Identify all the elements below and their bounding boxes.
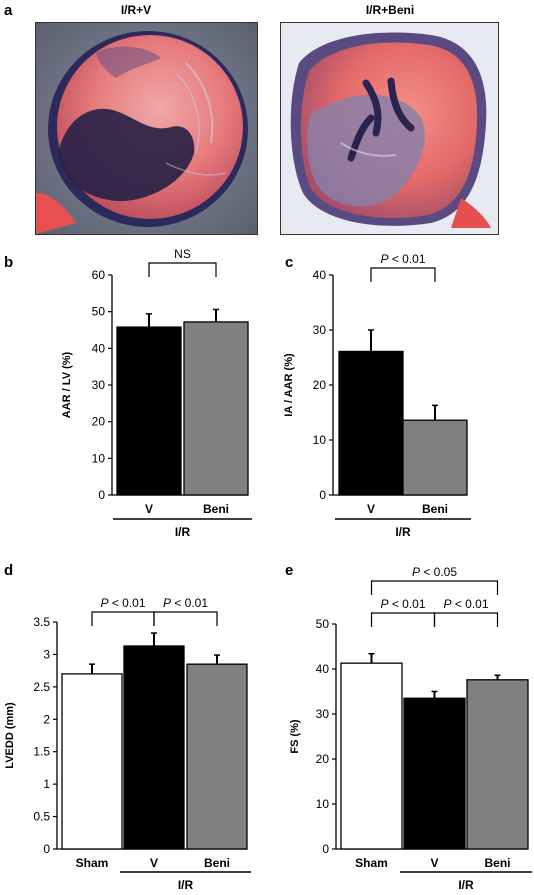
group-label: I/R	[178, 878, 194, 892]
y-tick-label: 3	[43, 647, 50, 661]
category-label: Beni	[484, 856, 510, 870]
y-tick-label: 60	[92, 268, 106, 282]
bar	[183, 321, 249, 496]
y-tick-label: 50	[92, 305, 106, 319]
category-label: V	[145, 502, 153, 516]
significance-label: P < 0.01	[380, 252, 425, 266]
significance-label: P < 0.05	[412, 565, 457, 579]
y-axis-label: AAR / LV (%)	[61, 351, 73, 418]
category-label: Beni	[203, 502, 229, 516]
significance-label: P < 0.01	[163, 596, 208, 610]
category-label: Sham	[355, 856, 388, 870]
y-tick-label: 40	[92, 341, 106, 355]
y-axis-label: LVEDD (mm)	[4, 702, 16, 769]
significance-label: P < 0.01	[380, 597, 425, 611]
significance-bracket	[153, 611, 218, 626]
group-label: I/R	[175, 525, 191, 539]
significance-label: P < 0.01	[100, 596, 145, 610]
bar	[116, 326, 182, 496]
y-tick-label: 20	[92, 415, 106, 429]
y-tick-label: 1.5	[33, 745, 50, 759]
significance-bracket	[148, 262, 217, 277]
bar	[403, 697, 466, 850]
y-tick-label: 1	[43, 777, 50, 791]
panel-letter-e: e	[285, 562, 294, 579]
significance-label: NS	[174, 247, 191, 261]
y-tick-label: 0	[319, 488, 326, 502]
y-tick-label: 40	[313, 268, 327, 282]
bar	[123, 645, 185, 850]
category-label: V	[150, 856, 158, 870]
y-tick-label: 10	[92, 451, 106, 465]
category-label: Sham	[76, 856, 109, 870]
y-tick-label: 20	[316, 752, 330, 766]
significance-label: P < 0.01	[443, 597, 488, 611]
significance-bracket	[370, 612, 436, 627]
bar	[61, 673, 123, 850]
significance-bracket	[370, 580, 499, 595]
y-tick-label: 40	[316, 662, 330, 676]
y-tick-label: 2.5	[33, 680, 50, 694]
y-tick-label: 2	[43, 712, 50, 726]
y-axis-label: IA / AAR (%)	[283, 353, 295, 417]
y-tick-label: 30	[316, 707, 330, 721]
y-axis-label: FS (%)	[289, 719, 301, 754]
y-tick-label: 30	[313, 323, 327, 337]
y-tick-label: 3.5	[33, 615, 50, 629]
y-tick-label: 0	[322, 842, 329, 856]
y-tick-label: 0	[43, 842, 50, 856]
category-label: Beni	[204, 856, 230, 870]
group-label: I/R	[458, 878, 474, 892]
significance-bracket	[433, 612, 499, 627]
panel-letter-d: d	[4, 562, 14, 579]
y-tick-label: 20	[313, 378, 327, 392]
y-tick-label: 30	[92, 378, 106, 392]
category-label: Beni	[422, 502, 448, 516]
heart-section-image-beni	[280, 22, 499, 235]
y-tick-label: 10	[313, 433, 327, 447]
group-label: I/R	[395, 525, 411, 539]
category-label: V	[367, 502, 375, 516]
bar	[186, 663, 248, 850]
category-label: V	[430, 856, 438, 870]
bar	[466, 679, 529, 850]
y-tick-label: 50	[316, 617, 330, 631]
photo-title-beni: I/R+Beni	[365, 3, 415, 17]
significance-bracket	[370, 267, 436, 282]
y-tick-label: 0	[98, 488, 105, 502]
bar	[402, 419, 468, 496]
panel-letter-a: a	[4, 2, 13, 19]
heart-section-image-v	[35, 22, 258, 235]
panel-letter-c: c	[285, 254, 294, 271]
panel-letter-b: b	[4, 254, 14, 271]
bar	[340, 662, 403, 850]
y-tick-label: 0.5	[33, 810, 50, 824]
photo-title-v: I/R+V	[120, 3, 152, 17]
y-tick-label: 10	[316, 797, 330, 811]
